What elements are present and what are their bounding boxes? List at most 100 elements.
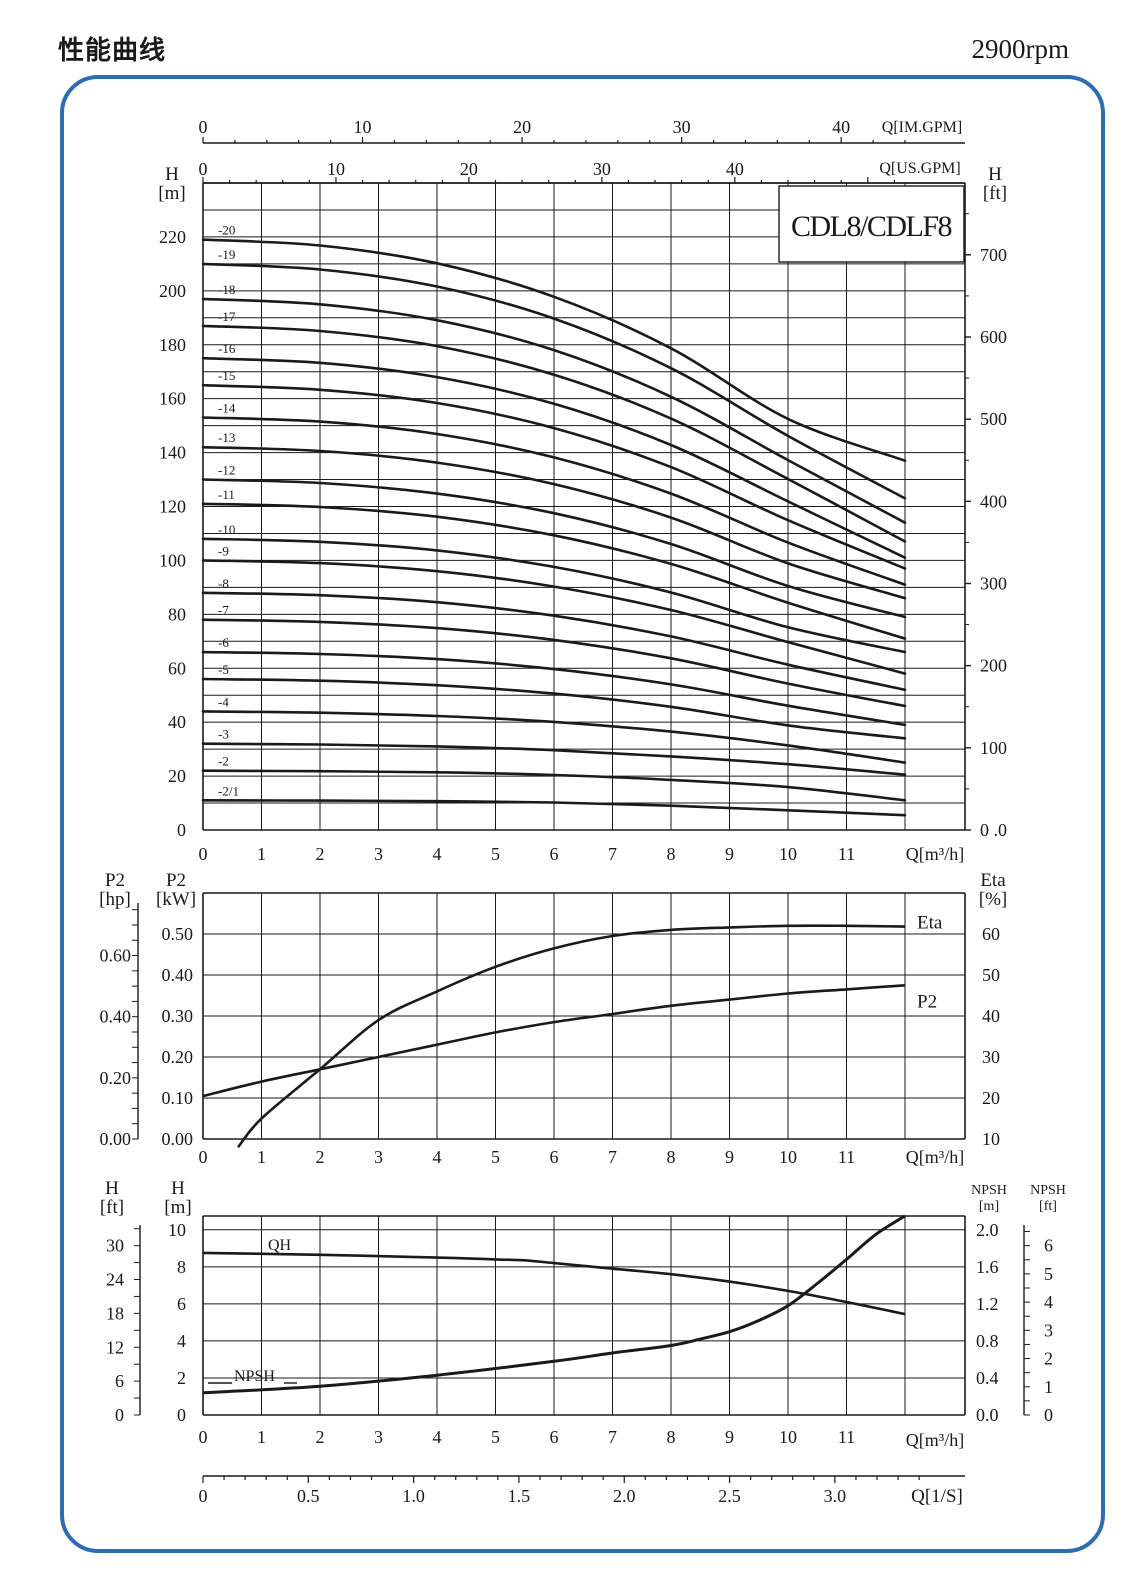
h-curve-label: -18 <box>218 282 235 297</box>
npsh-x-tick: 8 <box>667 1427 676 1447</box>
h-chart-y-tick-m: 80 <box>168 604 186 624</box>
ls-tick: 0.5 <box>297 1486 320 1506</box>
h-curve-label: -15 <box>218 368 235 383</box>
eta-y-tick: 20 <box>982 1088 1000 1108</box>
h-curve <box>201 324 907 543</box>
npsh-y-tick-ft: 0 <box>1044 1405 1053 1425</box>
p2-y-tick-kw: 0.50 <box>162 924 194 944</box>
p2-curve <box>202 984 906 1098</box>
chart-frame <box>60 75 1105 1553</box>
h-curve <box>201 416 907 586</box>
p2-x-tick: 11 <box>838 1147 855 1167</box>
h-curve <box>201 262 907 500</box>
h-curve <box>201 445 907 600</box>
h-chart-x-tick: 7 <box>608 844 617 864</box>
h-chart-y-unit: [m] <box>158 183 185 204</box>
h-curve <box>201 297 907 524</box>
h-curve <box>201 769 907 802</box>
h-chart-y-tick-m: 100 <box>159 550 186 570</box>
h-curve <box>201 478 907 619</box>
qh-y-tick-m: 4 <box>177 1331 186 1351</box>
ls-tick: 1.5 <box>508 1486 531 1506</box>
p2-x-label: Q[m³/h] <box>906 1147 964 1167</box>
qh-y-tick-ft: 12 <box>106 1337 124 1357</box>
npsh-x-label: Q[m³/h] <box>906 1430 964 1450</box>
h-chart-y-label: H <box>165 164 179 185</box>
h-curve <box>201 383 907 570</box>
h-curve-label: -3 <box>218 727 229 742</box>
npsh-y-tick-m: 1.2 <box>976 1294 999 1314</box>
h-chart-y-tick-ft: 500 <box>980 409 1007 429</box>
h-chart-y2-unit: [ft] <box>983 183 1007 204</box>
h-chart-x-tick: 0 <box>199 844 208 864</box>
npsh-y-tick-m: 0.8 <box>976 1331 999 1351</box>
p2-x-tick: 8 <box>667 1147 676 1167</box>
h-chart-y-tick-m: 160 <box>159 389 186 409</box>
hp-label: P2 <box>105 870 125 891</box>
p2-x-tick: 6 <box>550 1147 559 1167</box>
h-curve <box>201 591 907 692</box>
qh-y-tick-m: 6 <box>177 1294 186 1314</box>
h-curve-label: -14 <box>218 401 236 416</box>
ls-label: Q[1/S] <box>911 1486 963 1507</box>
h-curve <box>201 799 907 817</box>
npsh-y-tick-ft: 5 <box>1044 1264 1053 1284</box>
ls-tick: 0 <box>199 1486 208 1506</box>
h-chart-y-tick-ft: 400 <box>980 491 1007 511</box>
page-title: 性能曲线 <box>58 36 167 66</box>
h-chart-x-label: Q[m³/h] <box>906 844 964 864</box>
imgpm-label: Q[IM.GPM] <box>882 119 962 136</box>
h-chart-y-tick-m: 180 <box>159 335 186 355</box>
npsh-x-tick: 9 <box>725 1427 734 1447</box>
h-curve-label: -13 <box>218 430 235 445</box>
h-chart-x-tick: 10 <box>779 844 797 864</box>
eta-y-label: Eta <box>980 870 1006 891</box>
eta-curve <box>237 924 906 1149</box>
p2-x-tick: 7 <box>608 1147 617 1167</box>
h-curve <box>201 710 907 764</box>
qh-ft-label: H <box>105 1178 119 1199</box>
h-curve <box>201 618 907 708</box>
h-chart-y-tick-m: 60 <box>168 658 186 678</box>
eta-y-unit: [%] <box>979 889 1007 910</box>
ls-tick: 1.0 <box>402 1486 425 1506</box>
usgpm-tick: 10 <box>327 159 345 179</box>
npsh-x-tick: 1 <box>257 1427 266 1447</box>
h-curve <box>201 537 907 654</box>
imgpm-tick: 30 <box>673 117 691 137</box>
p2-y-tick-kw: 0.40 <box>162 965 194 985</box>
qh-y-tick-ft: 0 <box>115 1405 124 1425</box>
h-curve-label: -2 <box>218 754 229 769</box>
p2-y-tick-hp: 0.60 <box>100 946 132 966</box>
qh-y-tick-m: 10 <box>168 1220 186 1240</box>
h-curve-label: -11 <box>218 487 235 502</box>
h-chart-x-tick: 9 <box>725 844 734 864</box>
npsh-x-tick: 5 <box>491 1427 500 1447</box>
h-curve-label: -5 <box>218 662 229 677</box>
h-chart-x-tick: 5 <box>491 844 500 864</box>
h-curve-label: -8 <box>218 576 229 591</box>
h-chart-y-tick-m: 120 <box>159 497 186 517</box>
npsh-y-tick-m: 0.0 <box>976 1405 999 1425</box>
h-curve <box>201 502 907 640</box>
p2-y-tick-kw: 0.20 <box>162 1047 194 1067</box>
qh-y-tick-m: 8 <box>177 1257 186 1277</box>
eta-curve-label: Eta <box>917 913 943 934</box>
ls-tick: 2.5 <box>718 1486 741 1506</box>
npsh-x-tick: 0 <box>199 1427 208 1447</box>
npsh-y-tick-ft: 6 <box>1044 1236 1053 1256</box>
h-curve <box>201 238 907 462</box>
qh-y-tick-ft: 24 <box>106 1270 124 1290</box>
h-chart-x-tick: 6 <box>550 844 559 864</box>
p2-x-tick: 0 <box>199 1147 208 1167</box>
qh-y-label: H <box>171 1178 185 1199</box>
h-curve-label: -19 <box>218 247 235 262</box>
npsh-y-label: NPSH <box>971 1183 1007 1198</box>
usgpm-tick: 30 <box>593 159 611 179</box>
eta-y-tick: 60 <box>982 924 1000 944</box>
h-curve-label: -2/1 <box>218 783 239 798</box>
npsh-x-tick: 6 <box>550 1427 559 1447</box>
npsh-curve <box>202 1214 906 1395</box>
h-curve-label: -12 <box>218 463 235 478</box>
qh-y-unit: [m] <box>164 1197 191 1218</box>
